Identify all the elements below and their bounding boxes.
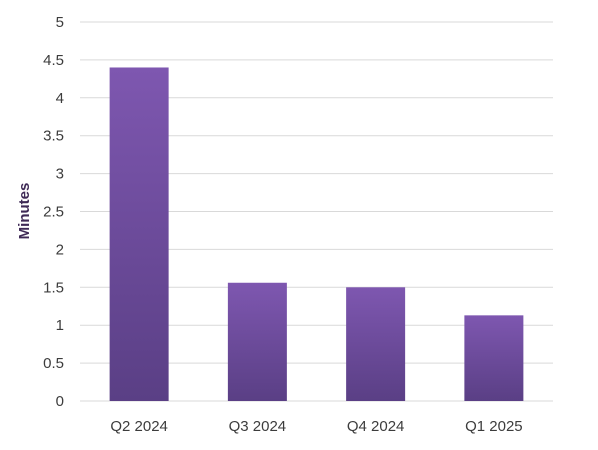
y-tick-label: 1: [56, 317, 64, 334]
x-category-label: Q4 2024: [347, 418, 405, 435]
y-tick-label: 0: [56, 393, 64, 410]
x-axis-labels: Q2 2024 Q3 2024 Q4 2024 Q1 2025: [110, 418, 522, 435]
y-tick-label: 1.5: [43, 279, 64, 296]
bar-q2-2024: [109, 67, 169, 401]
y-tick-label: 3: [56, 166, 64, 183]
y-axis-title: Minutes: [16, 183, 33, 240]
bars: [109, 67, 524, 401]
bar-q3-2024: [227, 282, 287, 401]
bar-q1-2025: [464, 315, 524, 401]
x-category-label: Q2 2024: [110, 418, 168, 435]
x-category-label: Q3 2024: [229, 418, 287, 435]
bar-q4-2024: [346, 287, 406, 401]
y-tick-label: 5: [56, 14, 64, 31]
y-tick-label: 3.5: [43, 128, 64, 145]
x-category-label: Q1 2025: [465, 418, 523, 435]
y-tick-label: 4: [56, 90, 64, 107]
y-tick-label: 4.5: [43, 52, 64, 69]
y-tick-label: 0.5: [43, 355, 64, 372]
y-tick-label: 2: [56, 241, 64, 258]
y-tick-label: 2.5: [43, 204, 64, 221]
y-axis-ticks: 0 0.5 1 1.5 2 2.5 3 3.5 4 4.5 5: [43, 14, 64, 410]
